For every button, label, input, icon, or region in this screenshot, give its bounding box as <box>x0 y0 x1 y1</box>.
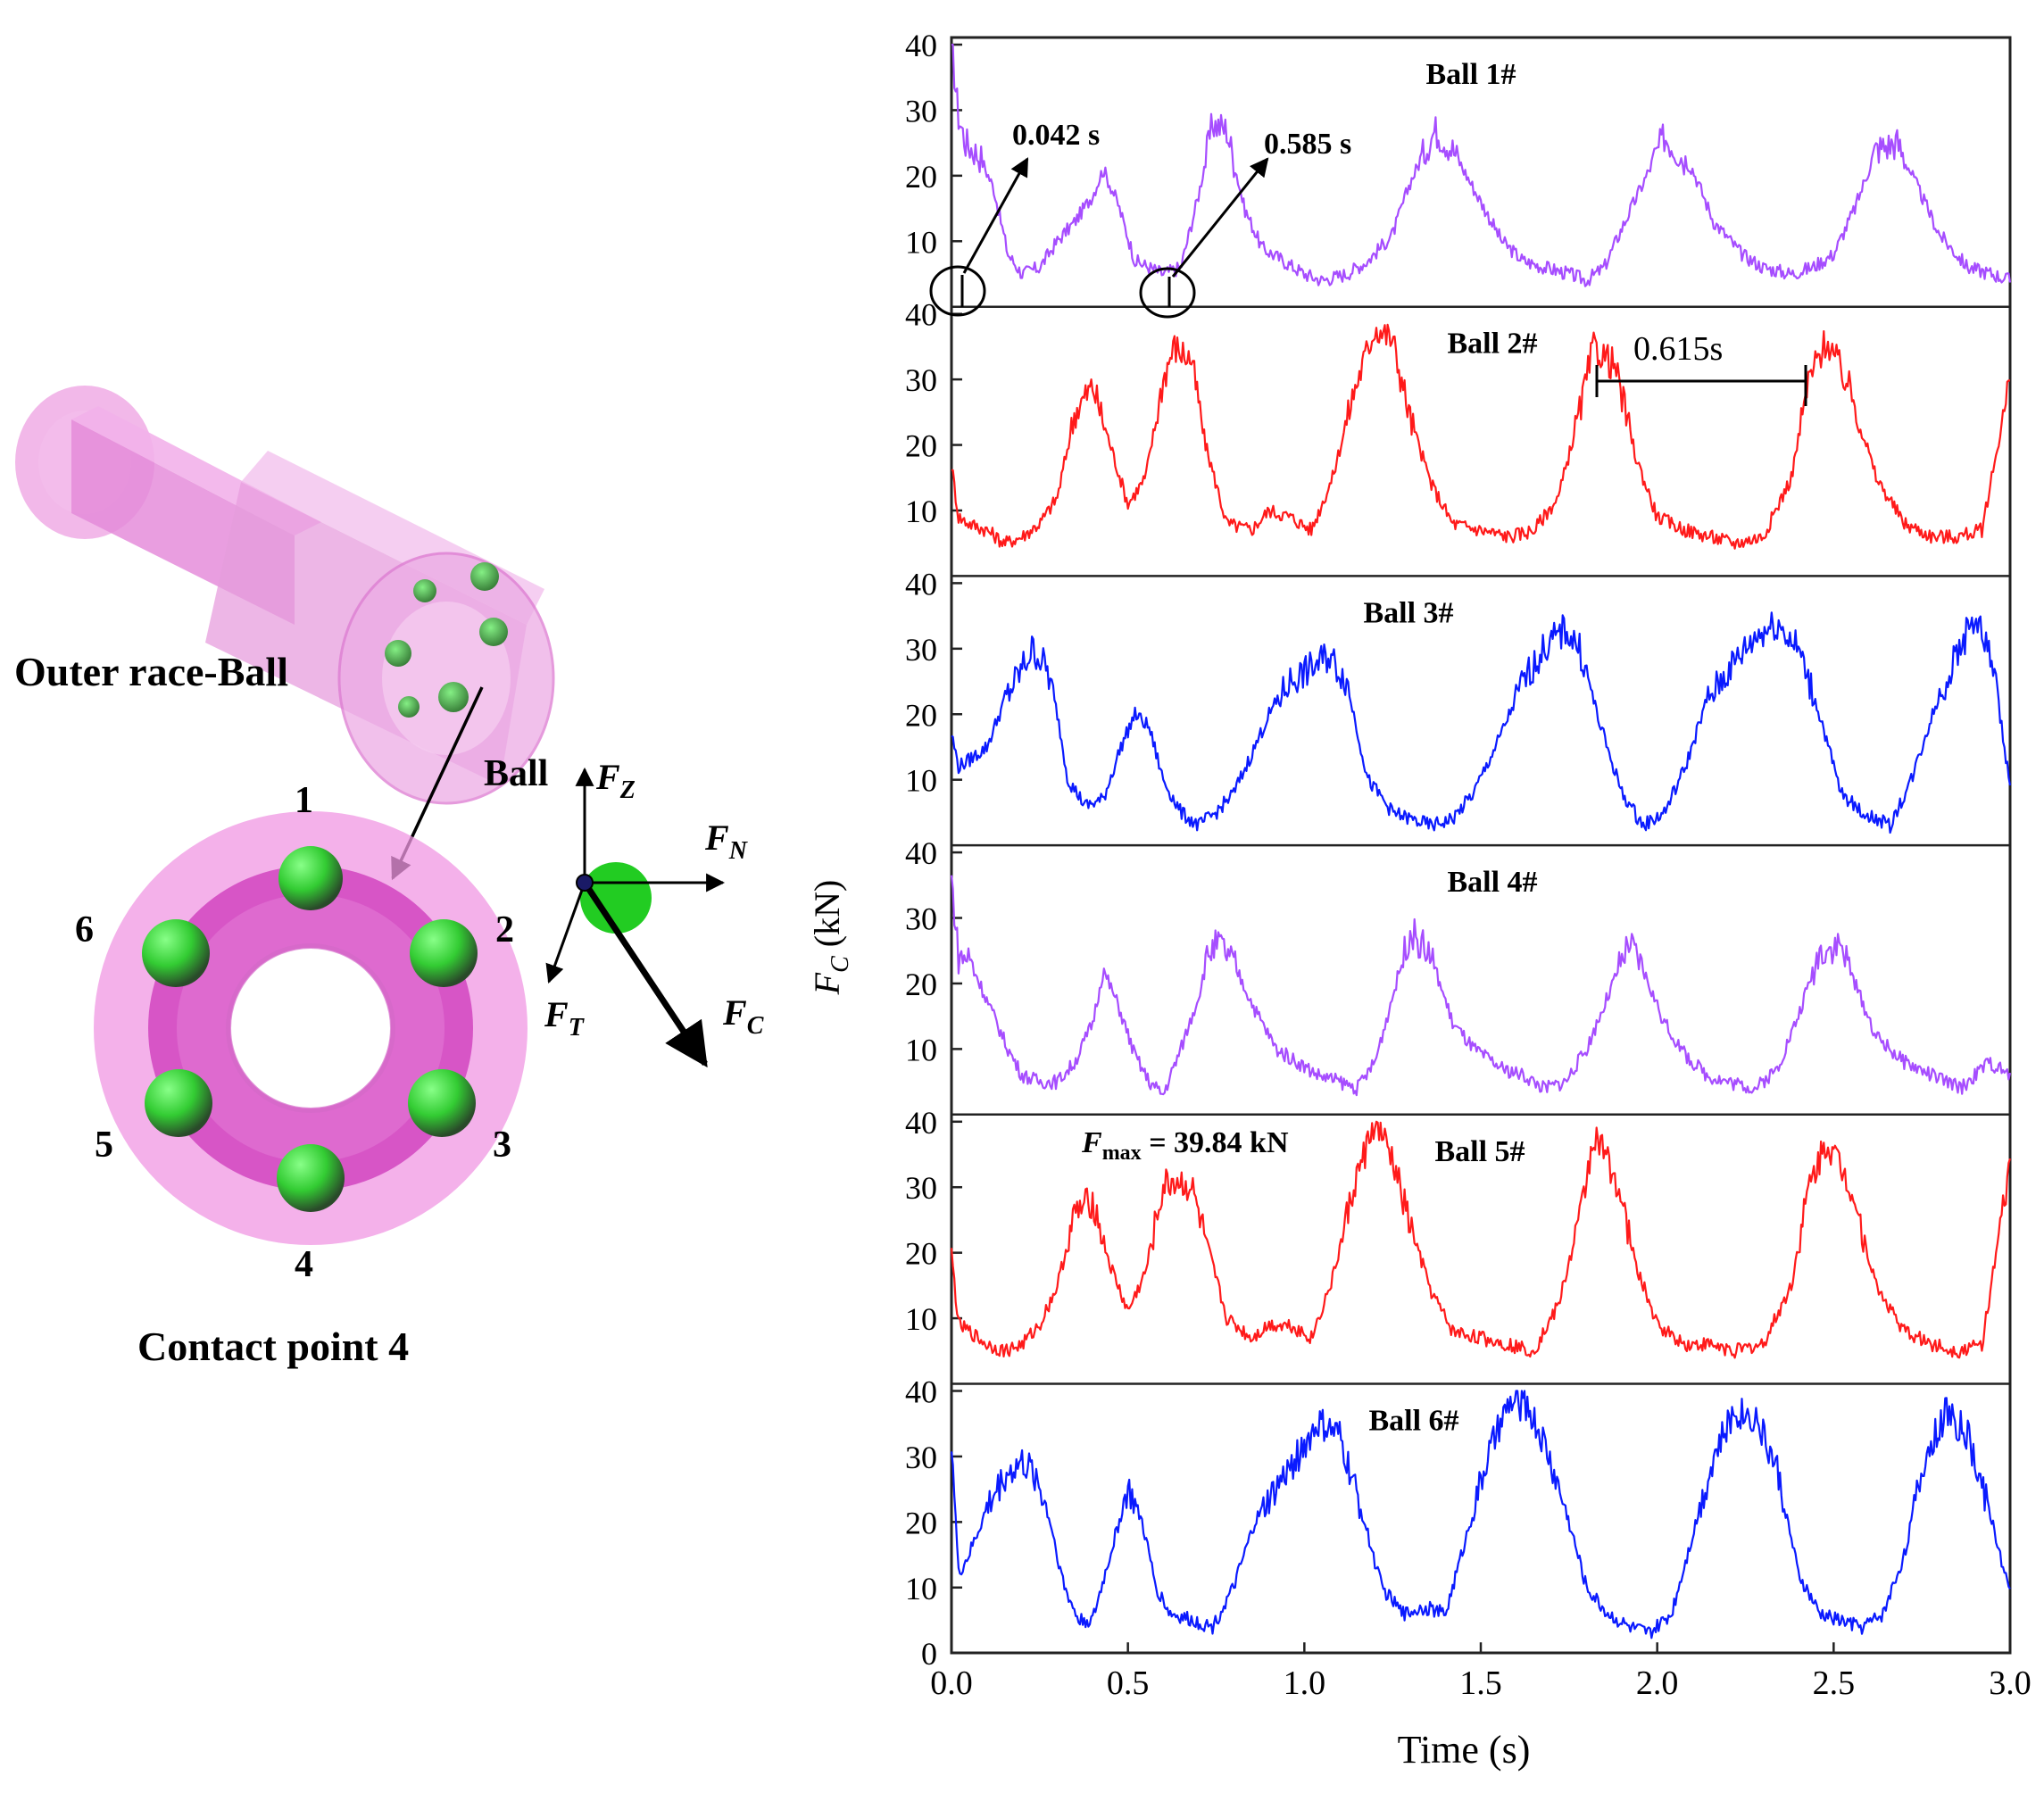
bearing-illustration: Outer race-Ball 1 2 3 4 5 6 Contact poin… <box>14 386 764 1369</box>
ball-number-3: 3 <box>493 1125 511 1166</box>
x-tick-label: 0.5 <box>1107 1664 1150 1702</box>
panel-ball-5: 10 20 30 40 Ball 5# <box>905 1105 2012 1359</box>
y-tick-label: 30 <box>905 1170 937 1206</box>
contact-point-label: Contact point 4 <box>137 1324 409 1369</box>
ball-number-2: 2 <box>495 909 514 950</box>
x-axis: 0.0 0.5 1.0 1.5 2.0 2.5 3.0 <box>930 1642 2032 1702</box>
panel-title-ball-2: Ball 2# <box>1447 328 1537 361</box>
force-fz-label: FZ <box>595 757 636 804</box>
y-tick-label: 10 <box>905 224 937 260</box>
series-line-ball-6 <box>950 1390 2011 1639</box>
annotation-period: 0.615s <box>1633 330 1723 368</box>
ball-number-6: 6 <box>75 909 94 950</box>
contact-force-chart: 10 20 30 40 Ball 1# 10 20 30 40 Ball 2# 10 20 30 40 Ba… <box>807 28 2032 1772</box>
y-tick-label: 20 <box>905 967 937 1002</box>
assembly-ball-icon <box>479 618 508 646</box>
x-tick-label: 2.0 <box>1636 1664 1679 1702</box>
force-fc-label: FC <box>722 992 764 1040</box>
annotation-fmax: Fmax = 39.84 kN <box>1081 1126 1289 1165</box>
y-tick-label: 10 <box>905 1571 937 1606</box>
y-tick-label: 20 <box>905 159 937 195</box>
panel-title-ball-1: Ball 1# <box>1425 58 1516 91</box>
y-tick-label: 10 <box>905 763 937 799</box>
series-line-ball-4 <box>950 875 2012 1097</box>
contact-point-dot <box>576 874 594 892</box>
panel-ball-6: 10 20 30 40 0 Ball 6# <box>905 1374 2011 1672</box>
panel-ball-4: 10 20 30 40 Ball 4# <box>905 835 2012 1097</box>
force-ball-label: Ball <box>484 753 548 794</box>
y-tick-label: 30 <box>905 1440 937 1475</box>
outer-race-assembly-illustration <box>15 386 555 805</box>
assembly-ball-icon <box>398 696 420 718</box>
force-diagram: Ball FZ FN FT FC <box>484 753 764 1068</box>
ball-set <box>142 846 478 1212</box>
panel-title-ball-3: Ball 3# <box>1363 596 1453 629</box>
series-line-ball-2 <box>951 323 2011 550</box>
y-tick-label: 10 <box>905 1301 937 1337</box>
assembly-ball-icon <box>438 682 469 712</box>
y-tick-label: 20 <box>905 1505 937 1540</box>
y-tick-label: 40 <box>905 1374 937 1410</box>
y-tick-label: 10 <box>905 494 937 529</box>
y-tick-label: 30 <box>905 632 937 668</box>
ball-3-icon <box>408 1069 476 1137</box>
y-tick-label: 20 <box>905 697 937 733</box>
annotation-circle-1 <box>929 265 986 317</box>
annotations: 0.042 s 0.585 s 0.615s Fmax = 39.84 kN <box>929 119 1807 1165</box>
assembly-label: Outer race-Ball <box>14 649 288 694</box>
y-tick-label: 40 <box>905 297 937 333</box>
x-tick-label: 2.5 <box>1813 1664 1856 1702</box>
ball-5-icon <box>145 1069 212 1137</box>
y-tick-label: 20 <box>905 428 937 464</box>
panel-ball-3: 10 20 30 40 Ball 3# <box>905 566 2012 834</box>
assembly-ball-icon <box>470 562 499 591</box>
ball-2-icon <box>410 919 478 987</box>
bearing-ring-section <box>94 811 528 1245</box>
annotation-t2: 0.585 s <box>1264 128 1351 161</box>
series-line-ball-3 <box>951 611 2012 834</box>
annotation-circle-2 <box>1139 267 1196 319</box>
ball-6-icon <box>142 919 210 987</box>
x-tick-label: 1.0 <box>1284 1664 1326 1702</box>
ball-1-icon <box>278 846 343 910</box>
panel-ball-2: 10 20 30 40 Ball 2# <box>905 297 2011 550</box>
panel-title-ball-5: Ball 5# <box>1434 1135 1525 1168</box>
y-tick-label-zero: 0 <box>921 1636 937 1672</box>
y-tick-label: 40 <box>905 566 937 602</box>
ball-4-icon <box>277 1144 345 1212</box>
ball-number-1: 1 <box>295 780 313 821</box>
y-tick-label: 40 <box>905 1105 937 1141</box>
x-tick-label: 1.5 <box>1459 1664 1502 1702</box>
assembly-ball-icon <box>385 640 411 667</box>
assembly-ball-icon <box>413 579 436 602</box>
series-line-ball-5 <box>950 1120 2012 1359</box>
y-tick-label: 30 <box>905 362 937 398</box>
panel-ball-1: 10 20 30 40 Ball 1# <box>905 28 2012 287</box>
y-tick-label: 40 <box>905 835 937 871</box>
ball-number-4: 4 <box>295 1244 313 1285</box>
force-ft-label: FT <box>544 994 586 1042</box>
x-tick-label: 0.0 <box>930 1664 973 1702</box>
y-tick-label: 30 <box>905 93 937 129</box>
force-fn-label: FN <box>704 818 749 865</box>
y-axis-label: FC (kN) <box>807 880 854 996</box>
x-axis-label: Time (s) <box>1398 1728 1531 1772</box>
contact-ball-icon <box>580 862 652 934</box>
x-tick-label: 3.0 <box>1989 1664 2032 1702</box>
y-tick-label: 10 <box>905 1032 937 1067</box>
panel-title-ball-4: Ball 4# <box>1447 866 1537 899</box>
y-tick-label: 30 <box>905 901 937 937</box>
y-tick-label: 20 <box>905 1236 937 1272</box>
annotation-t1: 0.042 s <box>1012 119 1100 152</box>
y-tick-label: 40 <box>905 28 937 63</box>
series-line-ball-1 <box>951 43 2012 287</box>
ball-number-5: 5 <box>95 1125 113 1166</box>
panel-title-ball-6: Ball 6# <box>1368 1405 1458 1438</box>
